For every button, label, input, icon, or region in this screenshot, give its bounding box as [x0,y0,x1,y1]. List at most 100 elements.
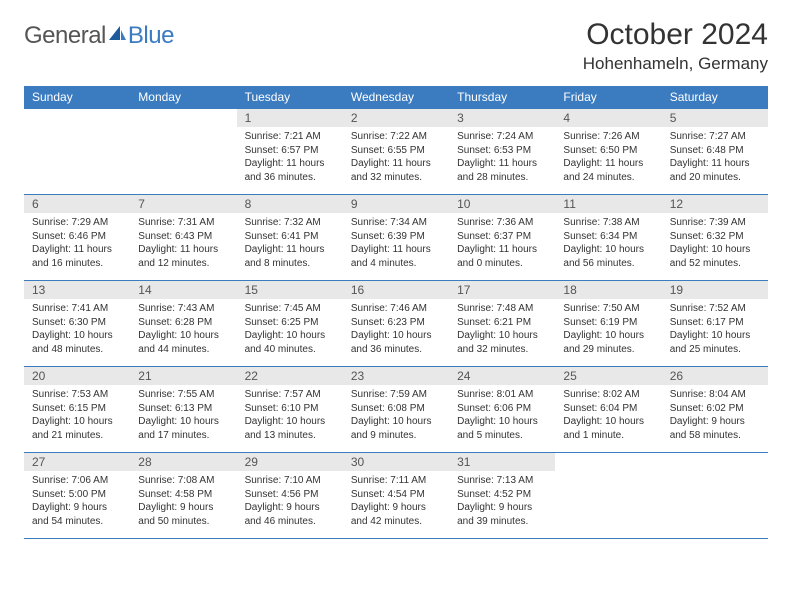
day-details: Sunrise: 8:01 AMSunset: 6:06 PMDaylight:… [449,385,555,446]
day-number: 10 [449,195,555,213]
day-number: 24 [449,367,555,385]
calendar-day-cell: 18Sunrise: 7:50 AMSunset: 6:19 PMDayligh… [555,281,661,367]
day-number: 28 [130,453,236,471]
day-number: 29 [237,453,343,471]
calendar-page: General Blue October 2024 Hohenhameln, G… [0,0,792,557]
day-details: Sunrise: 7:59 AMSunset: 6:08 PMDaylight:… [343,385,449,446]
day-number: 9 [343,195,449,213]
calendar-body: 1Sunrise: 7:21 AMSunset: 6:57 PMDaylight… [24,109,768,539]
location: Hohenhameln, Germany [583,54,768,74]
day-number: 26 [662,367,768,385]
day-number: 17 [449,281,555,299]
day-number: 1 [237,109,343,127]
calendar-day-cell: 16Sunrise: 7:46 AMSunset: 6:23 PMDayligh… [343,281,449,367]
page-header: General Blue October 2024 Hohenhameln, G… [24,18,768,74]
calendar-week-row: 27Sunrise: 7:06 AMSunset: 5:00 PMDayligh… [24,453,768,539]
day-number: 13 [24,281,130,299]
day-details: Sunrise: 7:13 AMSunset: 4:52 PMDaylight:… [449,471,555,532]
calendar-day-cell: 3Sunrise: 7:24 AMSunset: 6:53 PMDaylight… [449,109,555,195]
calendar-day-cell: 8Sunrise: 7:32 AMSunset: 6:41 PMDaylight… [237,195,343,281]
weekday-header: Wednesday [343,86,449,109]
calendar-day-cell [662,453,768,539]
day-details: Sunrise: 7:31 AMSunset: 6:43 PMDaylight:… [130,213,236,274]
weekday-header: Thursday [449,86,555,109]
day-details: Sunrise: 7:27 AMSunset: 6:48 PMDaylight:… [662,127,768,188]
month-title: October 2024 [583,18,768,52]
calendar-day-cell: 27Sunrise: 7:06 AMSunset: 5:00 PMDayligh… [24,453,130,539]
day-details: Sunrise: 7:34 AMSunset: 6:39 PMDaylight:… [343,213,449,274]
day-number: 14 [130,281,236,299]
day-details: Sunrise: 7:39 AMSunset: 6:32 PMDaylight:… [662,213,768,274]
calendar-day-cell: 2Sunrise: 7:22 AMSunset: 6:55 PMDaylight… [343,109,449,195]
weekday-header: Sunday [24,86,130,109]
day-number: 23 [343,367,449,385]
calendar-day-cell: 10Sunrise: 7:36 AMSunset: 6:37 PMDayligh… [449,195,555,281]
calendar-day-cell [130,109,236,195]
calendar-day-cell: 6Sunrise: 7:29 AMSunset: 6:46 PMDaylight… [24,195,130,281]
day-number: 16 [343,281,449,299]
day-number: 20 [24,367,130,385]
weekday-header: Saturday [662,86,768,109]
logo-sail-icon [106,23,128,50]
day-details: Sunrise: 7:22 AMSunset: 6:55 PMDaylight:… [343,127,449,188]
calendar-day-cell: 4Sunrise: 7:26 AMSunset: 6:50 PMDaylight… [555,109,661,195]
calendar-day-cell: 23Sunrise: 7:59 AMSunset: 6:08 PMDayligh… [343,367,449,453]
day-details: Sunrise: 7:24 AMSunset: 6:53 PMDaylight:… [449,127,555,188]
title-block: October 2024 Hohenhameln, Germany [583,18,768,74]
calendar-week-row: 6Sunrise: 7:29 AMSunset: 6:46 PMDaylight… [24,195,768,281]
day-number: 11 [555,195,661,213]
day-details: Sunrise: 8:02 AMSunset: 6:04 PMDaylight:… [555,385,661,446]
calendar-day-cell [24,109,130,195]
calendar-day-cell: 26Sunrise: 8:04 AMSunset: 6:02 PMDayligh… [662,367,768,453]
day-number: 21 [130,367,236,385]
day-number: 18 [555,281,661,299]
calendar-day-cell: 9Sunrise: 7:34 AMSunset: 6:39 PMDaylight… [343,195,449,281]
calendar-day-cell: 5Sunrise: 7:27 AMSunset: 6:48 PMDaylight… [662,109,768,195]
calendar-week-row: 1Sunrise: 7:21 AMSunset: 6:57 PMDaylight… [24,109,768,195]
day-number: 2 [343,109,449,127]
calendar-day-cell: 25Sunrise: 8:02 AMSunset: 6:04 PMDayligh… [555,367,661,453]
calendar-day-cell: 21Sunrise: 7:55 AMSunset: 6:13 PMDayligh… [130,367,236,453]
day-number: 3 [449,109,555,127]
day-details: Sunrise: 7:10 AMSunset: 4:56 PMDaylight:… [237,471,343,532]
day-details: Sunrise: 7:55 AMSunset: 6:13 PMDaylight:… [130,385,236,446]
weekday-header: Tuesday [237,86,343,109]
day-details: Sunrise: 7:43 AMSunset: 6:28 PMDaylight:… [130,299,236,360]
day-details: Sunrise: 7:57 AMSunset: 6:10 PMDaylight:… [237,385,343,446]
calendar-day-cell: 7Sunrise: 7:31 AMSunset: 6:43 PMDaylight… [130,195,236,281]
day-details: Sunrise: 7:48 AMSunset: 6:21 PMDaylight:… [449,299,555,360]
day-details: Sunrise: 7:21 AMSunset: 6:57 PMDaylight:… [237,127,343,188]
calendar-header-row: SundayMondayTuesdayWednesdayThursdayFrid… [24,86,768,109]
day-number: 15 [237,281,343,299]
calendar-day-cell: 11Sunrise: 7:38 AMSunset: 6:34 PMDayligh… [555,195,661,281]
day-details: Sunrise: 7:11 AMSunset: 4:54 PMDaylight:… [343,471,449,532]
logo-text-blue: Blue [128,22,174,50]
day-number: 19 [662,281,768,299]
day-number: 6 [24,195,130,213]
day-number: 5 [662,109,768,127]
day-number: 8 [237,195,343,213]
calendar-day-cell: 30Sunrise: 7:11 AMSunset: 4:54 PMDayligh… [343,453,449,539]
weekday-header: Monday [130,86,236,109]
day-details: Sunrise: 7:26 AMSunset: 6:50 PMDaylight:… [555,127,661,188]
day-number: 30 [343,453,449,471]
day-details: Sunrise: 7:45 AMSunset: 6:25 PMDaylight:… [237,299,343,360]
calendar-week-row: 13Sunrise: 7:41 AMSunset: 6:30 PMDayligh… [24,281,768,367]
day-details: Sunrise: 7:50 AMSunset: 6:19 PMDaylight:… [555,299,661,360]
day-details: Sunrise: 7:08 AMSunset: 4:58 PMDaylight:… [130,471,236,532]
calendar-day-cell: 13Sunrise: 7:41 AMSunset: 6:30 PMDayligh… [24,281,130,367]
calendar-day-cell: 12Sunrise: 7:39 AMSunset: 6:32 PMDayligh… [662,195,768,281]
day-number: 7 [130,195,236,213]
day-details: Sunrise: 8:04 AMSunset: 6:02 PMDaylight:… [662,385,768,446]
calendar-day-cell: 29Sunrise: 7:10 AMSunset: 4:56 PMDayligh… [237,453,343,539]
calendar-day-cell: 22Sunrise: 7:57 AMSunset: 6:10 PMDayligh… [237,367,343,453]
calendar-day-cell: 1Sunrise: 7:21 AMSunset: 6:57 PMDaylight… [237,109,343,195]
day-details: Sunrise: 7:38 AMSunset: 6:34 PMDaylight:… [555,213,661,274]
calendar-day-cell: 28Sunrise: 7:08 AMSunset: 4:58 PMDayligh… [130,453,236,539]
calendar-day-cell: 17Sunrise: 7:48 AMSunset: 6:21 PMDayligh… [449,281,555,367]
calendar-day-cell: 31Sunrise: 7:13 AMSunset: 4:52 PMDayligh… [449,453,555,539]
day-details: Sunrise: 7:29 AMSunset: 6:46 PMDaylight:… [24,213,130,274]
weekday-header: Friday [555,86,661,109]
day-number: 31 [449,453,555,471]
calendar-day-cell: 19Sunrise: 7:52 AMSunset: 6:17 PMDayligh… [662,281,768,367]
